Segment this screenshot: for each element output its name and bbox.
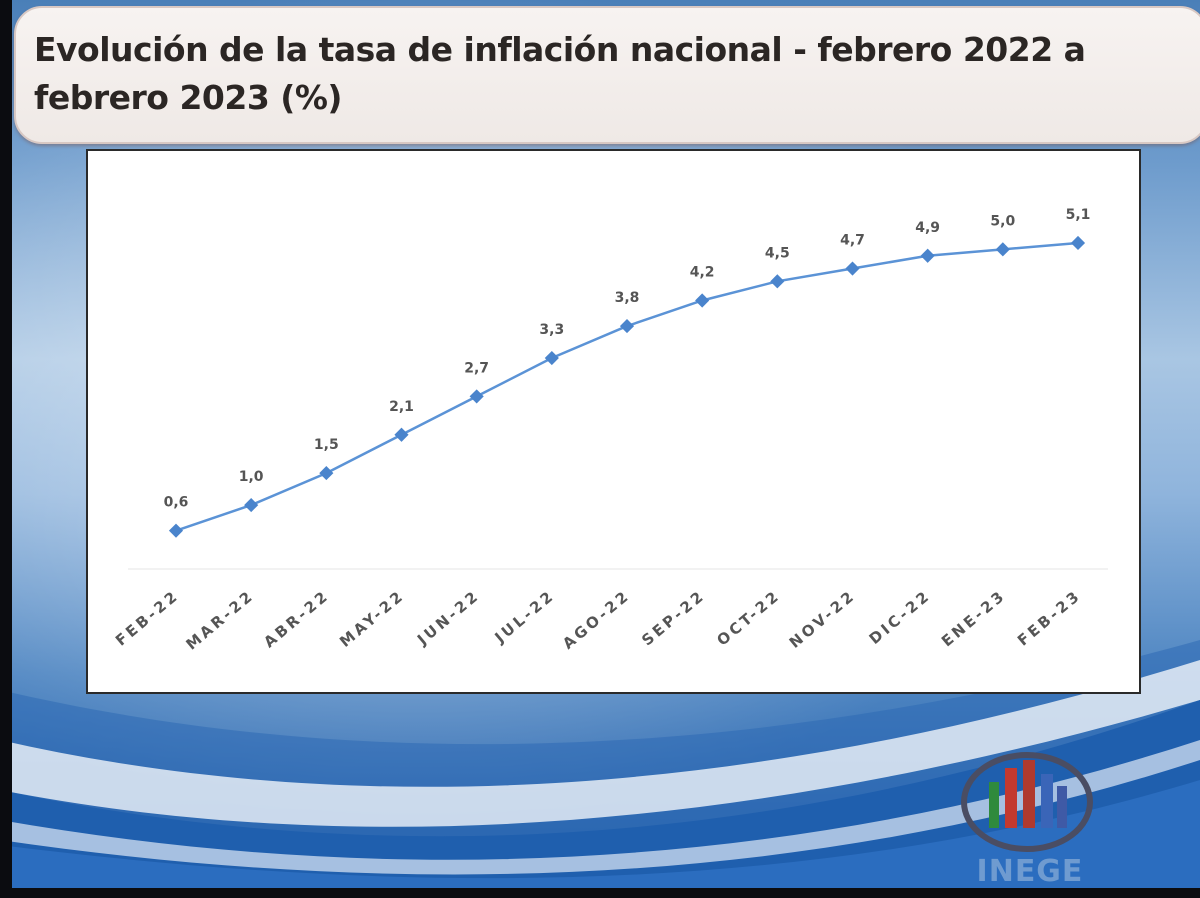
data-point xyxy=(168,523,184,538)
x-tick-label: ENE-23 xyxy=(938,586,1009,650)
inege-logo: INEGE xyxy=(955,752,1105,892)
data-label: 0,6 xyxy=(164,495,189,511)
data-label: 2,7 xyxy=(464,360,489,376)
title-box: Evolución de la tasa de inflación nacion… xyxy=(14,6,1200,144)
screen-bezel-bottom xyxy=(0,888,1200,898)
data-point xyxy=(319,466,334,481)
data-point xyxy=(845,261,860,276)
x-tick-label: MAY-22 xyxy=(336,586,408,650)
data-point xyxy=(394,427,409,442)
x-tick-label: FEB-23 xyxy=(1014,586,1085,649)
data-point xyxy=(244,498,259,513)
data-label: 3,3 xyxy=(539,322,564,338)
data-point xyxy=(770,274,785,289)
x-tick-label: MAR-22 xyxy=(182,586,257,653)
x-tick-label: SEP-22 xyxy=(638,586,708,649)
data-point xyxy=(695,293,710,308)
x-tick-label: OCT-22 xyxy=(713,586,783,649)
x-tick-label: ABR-22 xyxy=(260,586,333,651)
data-label: 4,2 xyxy=(690,265,715,281)
data-label: 3,8 xyxy=(615,290,640,306)
x-tick-label: DIC-22 xyxy=(866,586,935,648)
data-label: 1,5 xyxy=(314,437,339,453)
x-tick-label: JUN-22 xyxy=(413,586,483,649)
data-label: 1,0 xyxy=(239,469,264,485)
data-point xyxy=(995,242,1010,257)
line-chart: 0,61,01,52,12,73,33,84,24,54,74,9 5,0 5,1 … xyxy=(112,207,1108,654)
x-axis-tick-labels: FEB-22 MAR-22 ABR-22 MAY-22 JUN-22 JUL-22 AGO-… xyxy=(112,586,1085,653)
chart-frame: 0,6 1,0 1,5 2,1 2,7 3,3 3,8 4,2 4,5 4,7 4,9 5,0 5,1 … xyxy=(86,149,1141,694)
screen-bezel-left xyxy=(0,0,12,898)
data-point xyxy=(1070,235,1086,251)
data-point xyxy=(619,319,635,334)
data-label: 5,1 xyxy=(1066,207,1091,223)
x-tick-label: AGO-22 xyxy=(559,586,633,653)
data-point xyxy=(920,248,935,263)
data-labels: 0,6 1,0 1,5 2,1 2,7 3,3 3,8 4,2 4,5 4,7 4,9 5,0 5,1 xyxy=(164,207,1091,511)
data-label: 4,7 xyxy=(840,233,865,249)
x-tick-label: FEB-22 xyxy=(112,586,183,649)
data-point xyxy=(544,350,559,366)
data-point xyxy=(469,389,484,404)
data-markers xyxy=(168,235,1086,538)
slide-title: Evolución de la tasa de inflación nacion… xyxy=(34,30,1086,117)
x-tick-label: NOV-22 xyxy=(786,586,859,652)
data-label: 4,5 xyxy=(765,245,790,261)
series-line xyxy=(175,241,1079,532)
x-tick-label: JUL-22 xyxy=(491,586,559,647)
logo-text: INEGE xyxy=(976,854,1084,889)
data-label: 5,0 xyxy=(990,213,1015,229)
bar-chart-circle-icon xyxy=(961,752,1093,852)
data-label: 4,9 xyxy=(915,220,940,236)
data-label: 2,1 xyxy=(389,399,414,415)
